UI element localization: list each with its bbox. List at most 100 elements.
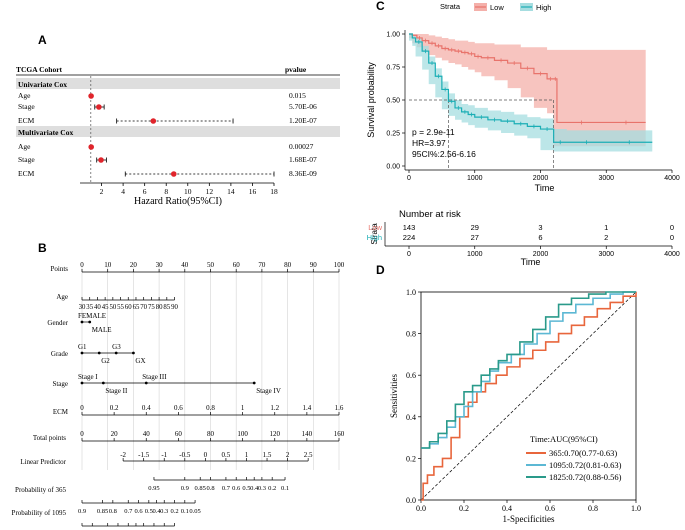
scale-tick-label: Stage IV [256, 387, 281, 395]
scale-tick-label: FEMALE [78, 312, 106, 320]
scale-tick-label: 0.8 [206, 404, 215, 412]
scale-tick-label: 0.5 [222, 451, 231, 459]
scale-tick-label: 100 [334, 261, 345, 269]
risk-x-tick-label: 0 [407, 251, 411, 258]
scale-tick-label: 45 [102, 304, 109, 311]
y-tick-label: 1.00 [386, 32, 400, 39]
scale-tick-label: 0.9 [181, 485, 189, 492]
scale-label: Gender [47, 319, 68, 327]
scale-tick-label: -1.5 [138, 451, 150, 459]
scale-label: Stage [52, 380, 68, 388]
legend-title: Time:AUC(95%CI) [530, 434, 598, 444]
y-tick-label: 0.8 [406, 330, 416, 339]
scale-tick-label: 0.6 [134, 508, 143, 515]
hr-point [150, 118, 157, 124]
plot-frame [420, 291, 637, 501]
roc-curve-1 [421, 292, 637, 501]
scale-point [88, 320, 92, 324]
scale-point [132, 351, 135, 355]
x-tick-label: 0.4 [502, 504, 512, 513]
scale-tick-label: 0.4 [142, 404, 151, 412]
scale-tick-label: 80 [284, 261, 292, 269]
scale-tick-label: 35 [86, 304, 93, 311]
scale-tick-label: 0.3 [160, 508, 168, 515]
scale-tick-label: 0.7 [124, 508, 133, 515]
legend-label: High [536, 3, 551, 12]
row-label: ECM [18, 116, 35, 125]
section-band [16, 78, 340, 89]
y-tick-label: 0.75 [386, 65, 400, 72]
y-tick-label: 0.00 [386, 164, 400, 171]
x-tick-label: 3000 [598, 175, 614, 182]
x-tick-label: 4000 [664, 175, 680, 182]
section-band [16, 126, 340, 137]
scale-tick-label: 0.95 [148, 485, 159, 492]
scale-tick-label: 40 [94, 304, 101, 311]
y-tick-label: 0.4 [406, 413, 416, 422]
scale-point [101, 381, 105, 385]
scale-tick-label: 85 [163, 304, 170, 311]
scale-tick-label: 0 [204, 451, 208, 459]
x-tick-label: 0 [407, 175, 411, 182]
hr-point [96, 104, 102, 110]
x-tick-label: 6 [143, 187, 147, 196]
scale-tick-label: 0 [80, 404, 84, 412]
risk-value: 224 [403, 233, 416, 242]
scale-tick-label: 70 [140, 304, 147, 311]
scale-tick-label: 1.4 [303, 404, 312, 412]
y-tick-label: 1.0 [406, 288, 416, 297]
row-pvalue: 0.00027 [289, 142, 314, 151]
scale-tick-label: 0.1 [281, 485, 289, 492]
panel-label-c: C [376, 0, 385, 13]
row-pvalue: 5.70E-06 [289, 102, 317, 111]
scale-tick-label: 30 [79, 304, 86, 311]
y-tick-label: 0.2 [406, 454, 416, 463]
y-tick-label: 0.0 [406, 496, 416, 505]
scale-tick-label: -2 [120, 451, 126, 459]
scale-tick-label: GX [135, 357, 145, 365]
y-axis-title: Survival probability [366, 62, 376, 138]
x-tick-label: 10 [184, 187, 192, 196]
scale-tick-label: 0.85 [195, 485, 206, 492]
x-axis-title: 1-Specificities [503, 514, 555, 524]
scale-tick-label: 0.6 [174, 404, 183, 412]
scale-tick-label: 80 [207, 430, 215, 438]
hr-point [88, 93, 94, 99]
forest-plot: TCGA Cohort pvalue Univariate Cox Age 0.015 S… [16, 65, 340, 207]
scale-tick-label: 70 [258, 261, 266, 269]
scale-tick-label: 0.85 [97, 508, 108, 515]
panel-label-d: D [376, 263, 385, 277]
y-tick-label: 0.25 [386, 131, 400, 138]
scale-tick-label: Stage I [78, 373, 98, 381]
scale-tick-label: 1 [241, 404, 245, 412]
scale-tick-label: 55 [117, 304, 124, 311]
row-label: Stage [18, 102, 35, 111]
risk-value: 29 [471, 223, 479, 232]
scale-tick-label: 0.2 [268, 485, 276, 492]
scale-tick-label: 65 [133, 304, 140, 311]
x-tick-label: 2000 [533, 175, 549, 182]
row-pvalue: 1.20E-07 [289, 116, 317, 125]
scale-point [80, 320, 84, 324]
panel-label-b: B [38, 241, 47, 255]
y-tick-label: 0.6 [406, 371, 416, 380]
x-axis-title: Time [535, 183, 555, 193]
scale-tick-label: 0.4 [152, 508, 161, 515]
scale-tick-label: 60 [175, 430, 183, 438]
row-label: Age [18, 91, 31, 100]
y-axis-title: Sensitivities [389, 374, 399, 419]
stats-annotation: 95CI%:2.56-6.16 [412, 149, 476, 159]
scale-tick-label: 0.9 [78, 508, 86, 515]
risk-strata-label: Strata [370, 223, 379, 245]
risk-x-axis-title: Time [521, 257, 541, 267]
scale-tick-label: 0.2 [110, 404, 119, 412]
risk-x-tick-label: 1000 [467, 251, 483, 258]
stats-annotation: p = 2.9e-11 [412, 127, 455, 137]
section-label: Multivariate Cox [18, 128, 73, 137]
scale-tick-label: 160 [334, 430, 345, 438]
scale-tick-label: 100 [237, 430, 248, 438]
scale-tick-label: 0.8 [109, 508, 117, 515]
scale-tick-label: 120 [270, 430, 281, 438]
